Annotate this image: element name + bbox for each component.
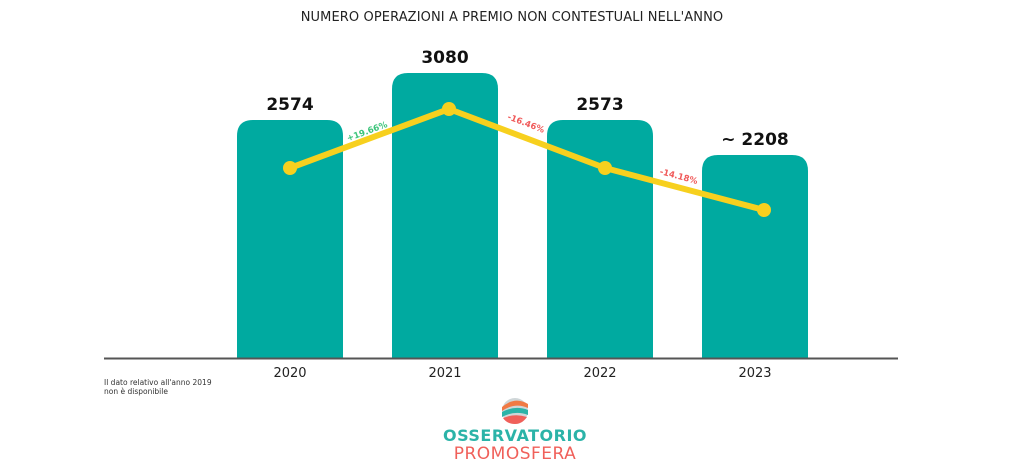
trend-point-2022	[598, 161, 612, 175]
bar-2022	[547, 120, 653, 358]
bar-2021	[392, 73, 498, 358]
value-label-2022: 2573	[576, 95, 623, 115]
trend-point-2021	[442, 102, 456, 116]
value-label-2023: ~ 2208	[721, 130, 788, 150]
logo-text-promosfera: PROMOSFERA	[453, 444, 577, 464]
footnote-line-1: Il dato relativo all'anno 2019	[104, 378, 212, 387]
trend-point-2023	[757, 203, 771, 217]
trend-point-2020	[283, 161, 297, 175]
trend-line	[288, 106, 765, 213]
footnote: Il dato relativo all'anno 2019 non è dis…	[104, 378, 212, 396]
brand-logo: OSSERVATORIO PROMOSFERA	[440, 398, 590, 468]
chart-title: NUMERO OPERAZIONI A PREMIO NON CONTESTUA…	[300, 10, 724, 25]
bar-2023	[702, 155, 808, 358]
globe-logo-icon	[502, 398, 528, 424]
x-tick-2021: 2021	[428, 366, 461, 381]
x-tick-2022: 2022	[583, 366, 616, 381]
value-label-2020: 2574	[266, 95, 313, 115]
logo-text-osservatorio: OSSERVATORIO	[442, 426, 587, 445]
value-label-2021: 3080	[421, 48, 468, 68]
x-tick-2023: 2023	[738, 366, 771, 381]
bar-2020	[237, 120, 343, 358]
footnote-line-2: non è disponibile	[104, 387, 168, 396]
x-tick-2020: 2020	[273, 366, 306, 381]
